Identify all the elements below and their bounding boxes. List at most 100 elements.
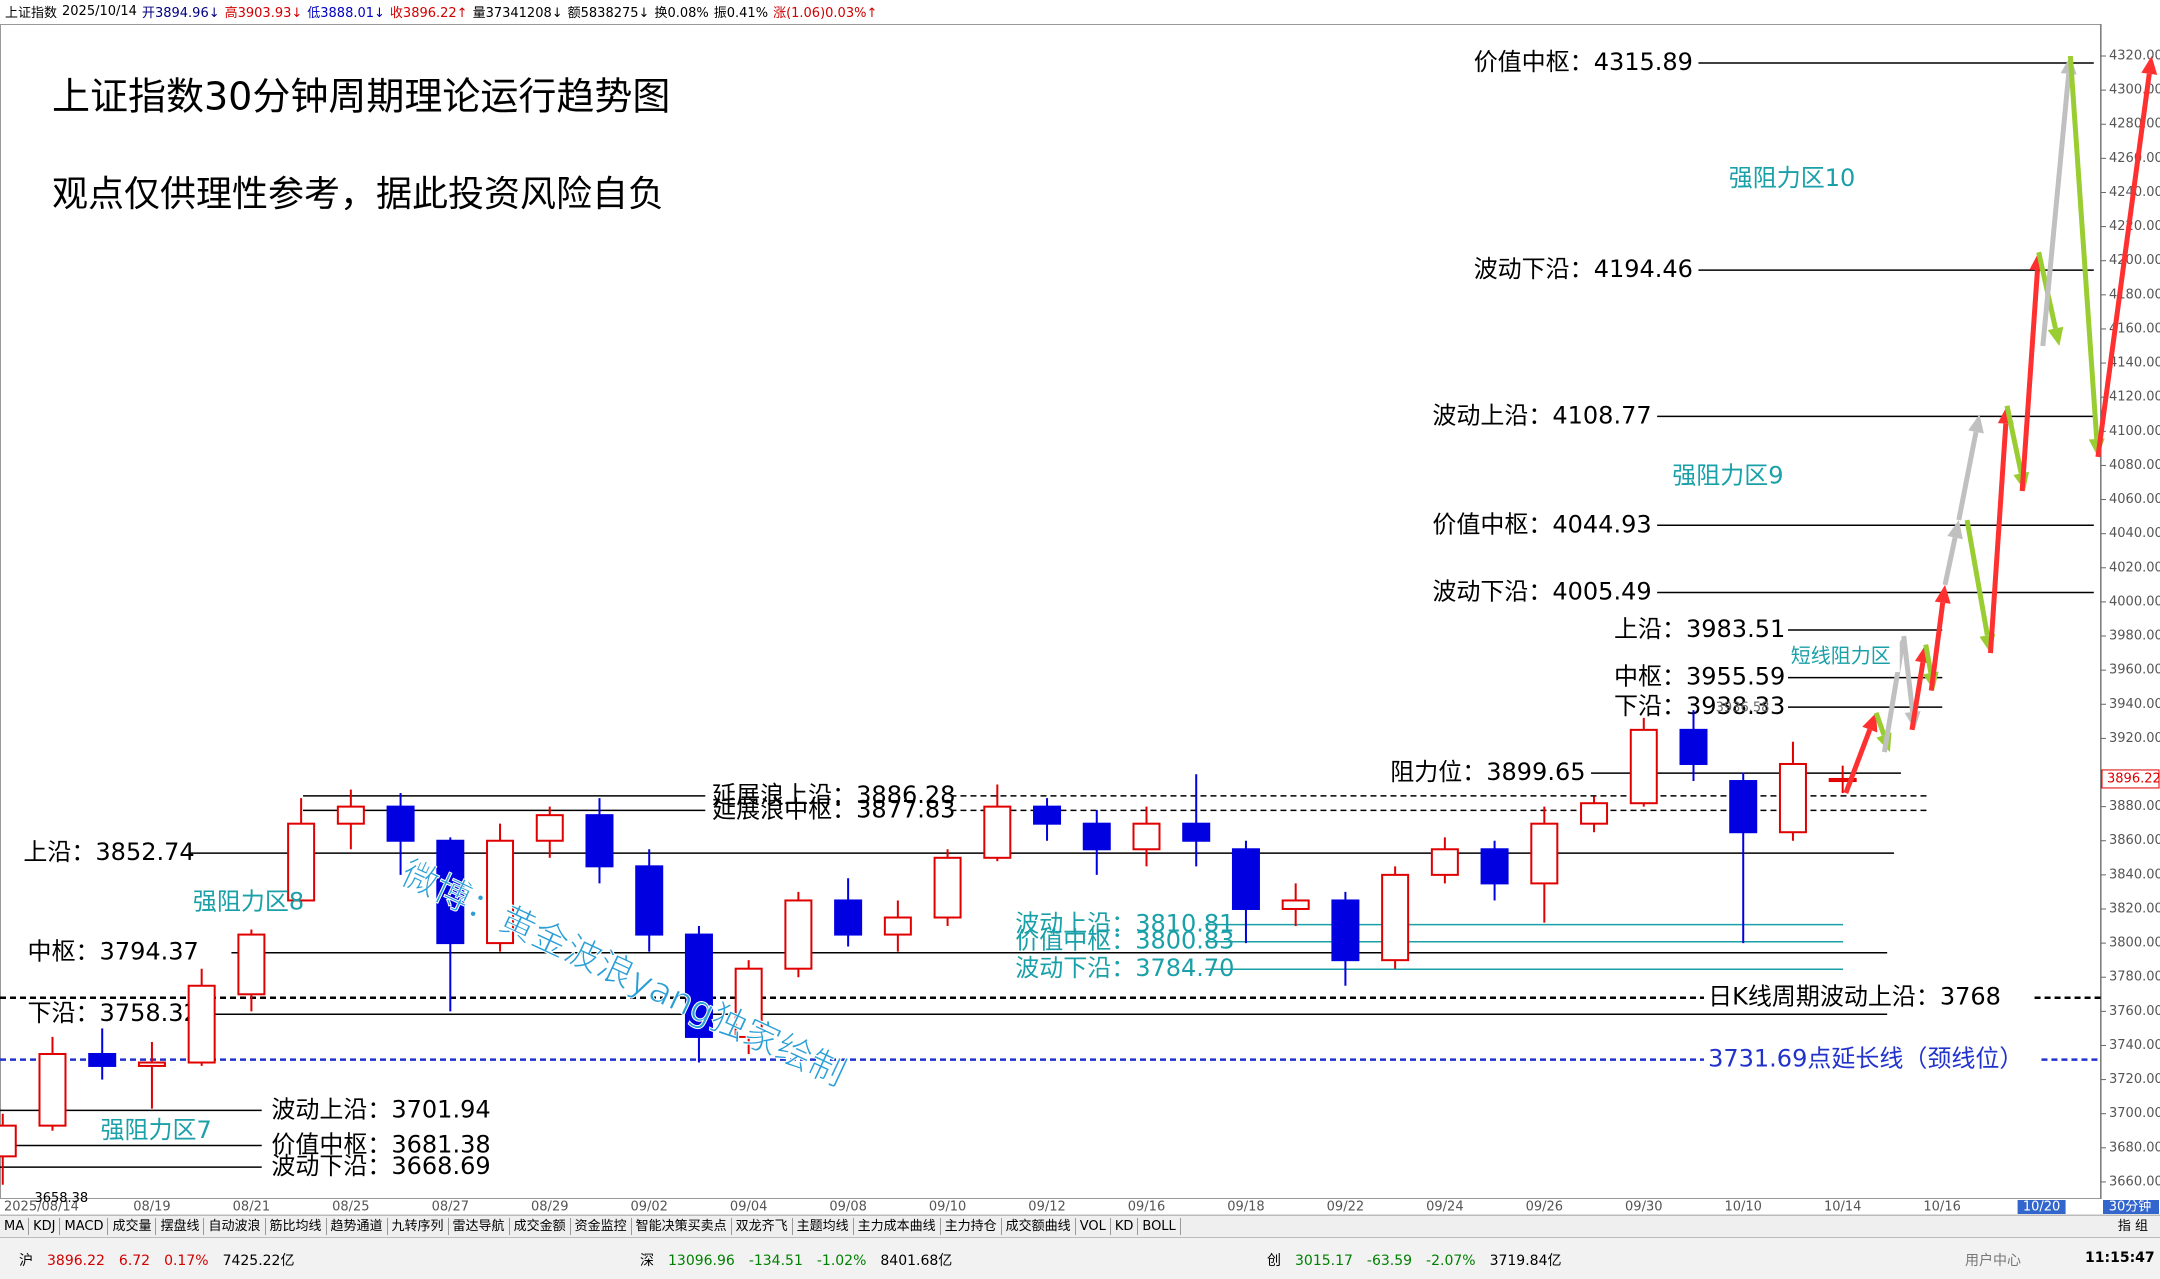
x-tick-label: 10/14: [1824, 1200, 1861, 1215]
candle-body: [88, 1052, 117, 1067]
candle-body: [1629, 728, 1658, 805]
candle-body: [486, 839, 515, 945]
market-price: 3896.22: [47, 1253, 105, 1269]
level-name: 价值中枢：: [1015, 927, 1135, 955]
indicator-tabs: MA KDJ MACD 成交量 摆盘线 自动波浪 筋比均线 趋势通道 九转序列 雷达导航 成交金额资…: [0, 1215, 2160, 1237]
header-item: 开3894.96↓: [141, 5, 220, 21]
indicator-tab[interactable]: 资金监控: [571, 1218, 632, 1235]
level-value: 3955.59: [1686, 663, 1785, 691]
x-tick-label: 09/04: [730, 1200, 767, 1215]
market-change: -63.59: [1366, 1253, 1413, 1269]
level-label: 波动下沿：3784.70: [1015, 954, 1234, 982]
level-label: 价值中枢：4315.89: [1474, 48, 1693, 76]
indicator-tab[interactable]: 成交金额: [510, 1218, 571, 1235]
zone-label-bg: [1787, 642, 1900, 673]
candle-body: [1281, 899, 1310, 910]
x-tick-label: 08/25: [332, 1200, 369, 1215]
zone-label: 强阻力区8: [193, 887, 304, 915]
level-name: 延展浪中枢：: [712, 795, 856, 823]
indicator-tab[interactable]: KDJ: [29, 1218, 61, 1235]
level-value: 3852.74: [95, 838, 194, 866]
level-value: 3784.70: [1135, 954, 1234, 982]
x-tick-label: 10/16: [1923, 1200, 1960, 1215]
indicator-tab[interactable]: 智能决策买卖点: [632, 1218, 732, 1235]
x-tick-label: 09/02: [630, 1200, 667, 1215]
user-center[interactable]: 用户中心: [1965, 1253, 2021, 1269]
candle-body: [535, 814, 564, 842]
projection-arrow-head: [1947, 520, 1963, 540]
x-tick-label: 09/18: [1227, 1200, 1264, 1215]
level-value: 3731.69: [1708, 1045, 1807, 1073]
projection-arrow: [1964, 519, 1990, 636]
indicator-tab[interactable]: VOL: [1076, 1218, 1111, 1235]
level-value: 3701.94: [391, 1095, 490, 1123]
high-label: 3936.58: [1716, 701, 1770, 716]
market-amount: 7425.22亿: [222, 1253, 295, 1269]
status-bar: 沪 3896.22 6.72 0.17% 7425.22亿 深 13096.96 -134.5…: [0, 1237, 2160, 1279]
candle-body: [1480, 848, 1509, 885]
x-tick-label: 08/29: [531, 1200, 568, 1215]
candle-body: [983, 805, 1012, 859]
indicator-tab[interactable]: 自动波浪: [204, 1218, 266, 1235]
candle-body: [1430, 848, 1459, 876]
market-summary: 创 3015.17 -63.59 -2.07% 3719.84亿: [1267, 1250, 1575, 1270]
y-tick-label: 3780.00: [2109, 970, 2160, 985]
indicator-tab[interactable]: 主力持仓: [941, 1218, 1002, 1235]
header-item: 振0.41%: [713, 5, 769, 21]
level-name: 价值中枢：: [1432, 510, 1552, 538]
indicator-tab[interactable]: 摆盘线: [156, 1218, 205, 1235]
indicator-tab[interactable]: 九转序列: [388, 1218, 449, 1235]
zone-label: 强阻力区9: [1672, 462, 1783, 490]
indicator-tab[interactable]: 成交额曲线: [1002, 1218, 1076, 1235]
projection-arrow: [2040, 73, 2072, 347]
header-item: 2025/10/14: [62, 3, 137, 19]
level-name: 波动上沿：: [1015, 910, 1135, 938]
level-value: 3768: [1940, 983, 2001, 1011]
y-tick-label: 4100.00: [2109, 424, 2160, 439]
market-price: 13096.96: [668, 1253, 735, 1269]
level-name: 价值中枢：: [1474, 48, 1594, 76]
header-item: 上证指数: [5, 5, 58, 21]
projection-arrow: [2004, 405, 2024, 474]
indicator-tab[interactable]: MA: [0, 1218, 30, 1235]
candle-body: [1530, 822, 1559, 885]
indicator-tab[interactable]: 主题均线: [793, 1218, 854, 1235]
candle-body: [734, 967, 763, 1038]
level-value: 3800.83: [1135, 927, 1234, 955]
header-item: 换0.08%: [654, 5, 709, 21]
market-price: 3015.17: [1295, 1253, 1353, 1269]
indicator-tab[interactable]: 雷达导航: [449, 1218, 510, 1235]
market-name: 沪: [19, 1253, 33, 1269]
candle-body: [336, 805, 365, 825]
y-tick-label: 4040.00: [2109, 526, 2160, 541]
projection-arrow-head: [2141, 56, 2158, 75]
indicator-tab[interactable]: 趋势通道: [327, 1218, 388, 1235]
level-label: 日K线周期波动上沿：3768: [1708, 983, 2001, 1011]
projection-arrow: [1901, 635, 1916, 713]
candle-body: [1729, 780, 1758, 834]
market-change: 6.72: [118, 1253, 151, 1269]
indicator-tab[interactable]: 主力成本曲线: [854, 1218, 941, 1235]
x-tick-label: 08/21: [233, 1200, 270, 1215]
tabs-right[interactable]: 指 组: [2117, 1219, 2148, 1234]
indicator-tab[interactable]: BOLL: [1138, 1218, 1181, 1235]
indicator-tab[interactable]: 成交量: [108, 1218, 157, 1235]
level-label: 波动上沿：4108.77: [1432, 401, 1651, 429]
level-value: 3668.69: [391, 1152, 490, 1180]
clock: 11:15:47: [2085, 1250, 2155, 1266]
indicator-tab[interactable]: KD: [1111, 1218, 1139, 1235]
y-tick-label: 3820.00: [2109, 901, 2160, 916]
level-value: 4315.89: [1594, 48, 1693, 76]
indicator-tab[interactable]: 双龙齐飞: [732, 1218, 793, 1235]
indicator-tab[interactable]: MACD: [60, 1218, 109, 1235]
candle-body: [933, 856, 962, 919]
candle-body: [1580, 802, 1609, 825]
projection-arrow: [1909, 661, 1926, 731]
indicator-tab[interactable]: 筋比均线: [266, 1218, 327, 1235]
level-label: 延展浪上沿：3886.28: [712, 781, 955, 809]
level-label: 价值中枢：4044.93: [1432, 510, 1651, 538]
level-value: 3886.28: [856, 781, 955, 809]
projection-arrow-head: [1934, 584, 1951, 604]
